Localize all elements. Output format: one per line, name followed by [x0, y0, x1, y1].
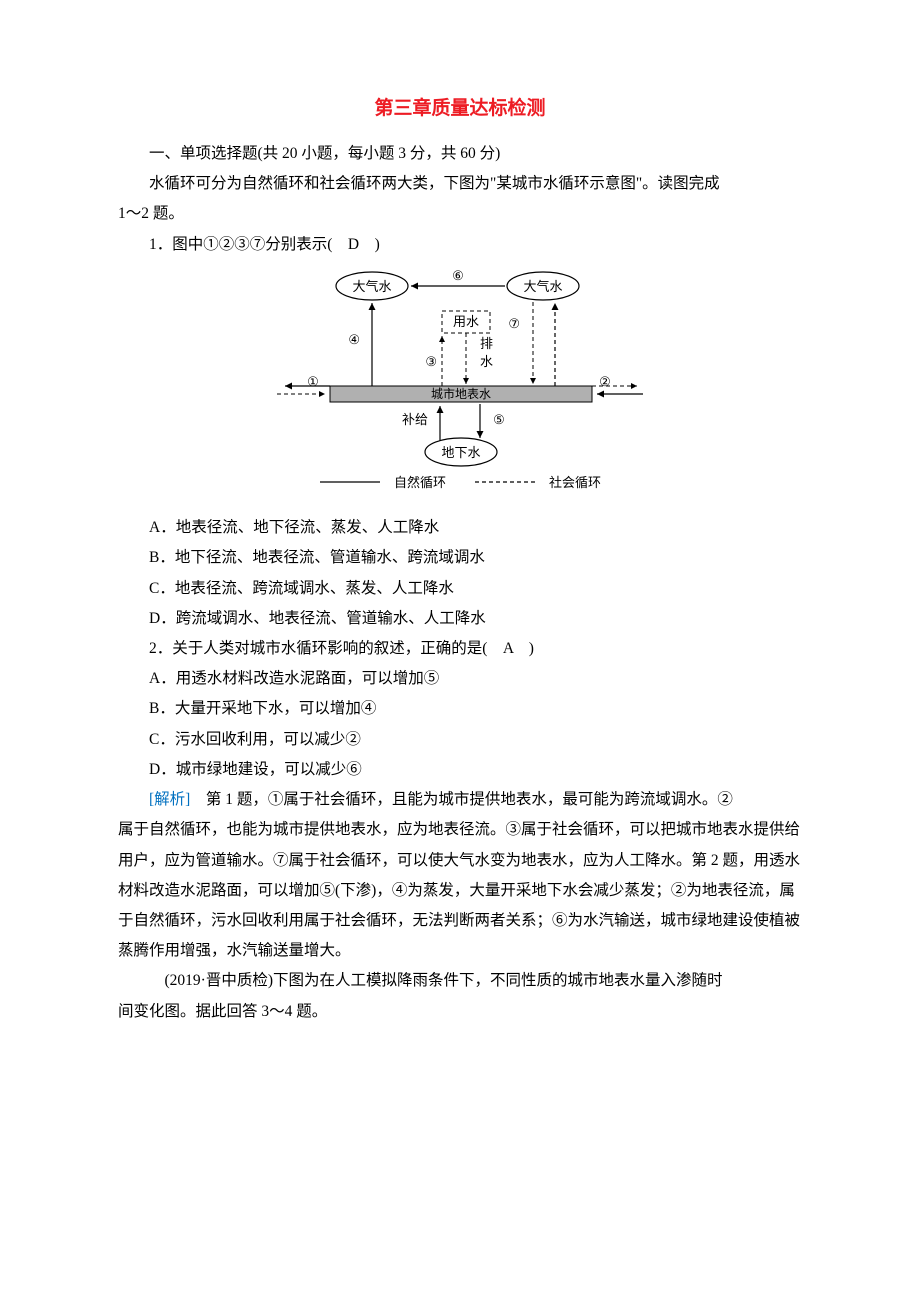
q1-option-d: D．跨流域调水、地表径流、管道输水、人工降水 — [118, 604, 802, 634]
question-2: 2．关于人类对城市水循环影响的叙述，正确的是( A ) — [118, 634, 802, 664]
q2-option-a: A．用透水材料改造水泥路面，可以增加⑤ — [118, 664, 802, 694]
drain-label-2: 水 — [480, 354, 493, 369]
intro-text-2: (2019·晋中质检)下图为在人工模拟降雨条件下，不同性质的城市地表水量入渗随时 — [149, 972, 723, 989]
supply-label: 补给 — [402, 412, 428, 427]
num-4: ④ — [348, 332, 360, 347]
diagram-svg: 大气水 大气水 ⑥ 用水 排 水 ③ ④ ⑦ — [265, 266, 655, 496]
explanation-text-1: 第 1 题，①属于社会循环，且能为城市提供地表水，最可能为跨流域调水。② — [190, 791, 733, 808]
num-1: ① — [307, 374, 319, 389]
num-3: ③ — [425, 354, 437, 369]
use-water-label: 用水 — [453, 314, 479, 329]
section-header: 一、单项选择题(共 20 小题，每小题 3 分，共 60 分) — [118, 139, 802, 169]
intro-paragraph-1: 水循环可分为自然循环和社会循环两大类，下图为"某城市水循环示意图"。读图完成 — [118, 169, 802, 199]
num-2: ② — [599, 374, 611, 389]
drain-label-1: 排 — [480, 336, 493, 351]
num-6: ⑥ — [452, 268, 464, 283]
q1-option-c: C．地表径流、跨流域调水、蒸发、人工降水 — [118, 574, 802, 604]
surface-water-band: 城市地表水 — [431, 386, 491, 401]
q1-option-b: B．地下径流、地表径流、管道输水、跨流域调水 — [118, 543, 802, 573]
num-7: ⑦ — [508, 316, 520, 331]
ground-water-label: 地下水 — [441, 445, 480, 460]
atmo-water-2: 大气水 — [523, 279, 562, 294]
question-1: 1．图中①②③⑦分别表示( D ) — [118, 230, 802, 260]
num-5: ⑤ — [493, 412, 505, 427]
atmo-water-1: 大气水 — [352, 279, 391, 294]
q2-option-b: B．大量开采地下水，可以增加④ — [118, 694, 802, 724]
q1-option-a: A．地表径流、地下径流、蒸发、人工降水 — [118, 513, 802, 543]
q2-option-c: C．污水回收利用，可以减少② — [118, 725, 802, 755]
page-title: 第三章质量达标检测 — [118, 90, 802, 127]
intro-paragraph-1b: 1～2 题。 — [118, 199, 802, 229]
intro-paragraph-2b: 间变化图。据此回答 3～4 题。 — [118, 997, 802, 1027]
q2-option-d: D．城市绿地建设，可以减少⑥ — [118, 755, 802, 785]
intro-text-1: 水循环可分为自然循环和社会循环两大类，下图为"某城市水循环示意图"。读图完成 — [149, 175, 720, 192]
intro-paragraph-2: (2019·晋中质检)下图为在人工模拟降雨条件下，不同性质的城市地表水量入渗随时 — [118, 966, 802, 996]
explanation-paragraph: [解析] 第 1 题，①属于社会循环，且能为城市提供地表水，最可能为跨流域调水。… — [118, 785, 802, 815]
legend-social: 社会循环 — [549, 475, 601, 490]
explanation-text-2: 属于自然循环，也能为城市提供地表水，应为地表径流。③属于社会循环，可以把城市地表… — [118, 815, 802, 966]
explanation-label: [解析] — [149, 791, 190, 808]
legend-natural: 自然循环 — [394, 475, 446, 490]
water-cycle-diagram: 大气水 大气水 ⑥ 用水 排 水 ③ ④ ⑦ — [118, 266, 802, 507]
